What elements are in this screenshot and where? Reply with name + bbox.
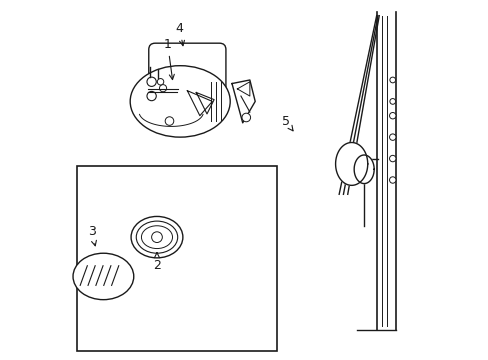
Circle shape [389, 156, 395, 162]
Circle shape [165, 117, 173, 125]
Text: 2: 2 [153, 253, 161, 272]
Circle shape [159, 85, 166, 92]
Text: 4: 4 [175, 22, 184, 46]
Circle shape [389, 99, 395, 104]
Circle shape [151, 232, 162, 243]
Text: 3: 3 [87, 225, 96, 246]
Text: 5: 5 [281, 114, 292, 131]
Polygon shape [335, 143, 367, 185]
Polygon shape [231, 80, 255, 123]
Ellipse shape [136, 221, 177, 253]
Polygon shape [353, 155, 373, 184]
Ellipse shape [131, 216, 183, 258]
Circle shape [147, 77, 156, 86]
FancyBboxPatch shape [148, 43, 225, 103]
Circle shape [157, 78, 163, 85]
Bar [77, 166, 276, 351]
Circle shape [242, 113, 250, 122]
Ellipse shape [141, 226, 172, 248]
Circle shape [389, 177, 395, 183]
Circle shape [389, 77, 395, 83]
Circle shape [389, 112, 395, 119]
Ellipse shape [73, 253, 134, 300]
Text: 1: 1 [163, 38, 174, 80]
Circle shape [389, 134, 395, 140]
Ellipse shape [130, 66, 230, 137]
Circle shape [147, 91, 156, 101]
